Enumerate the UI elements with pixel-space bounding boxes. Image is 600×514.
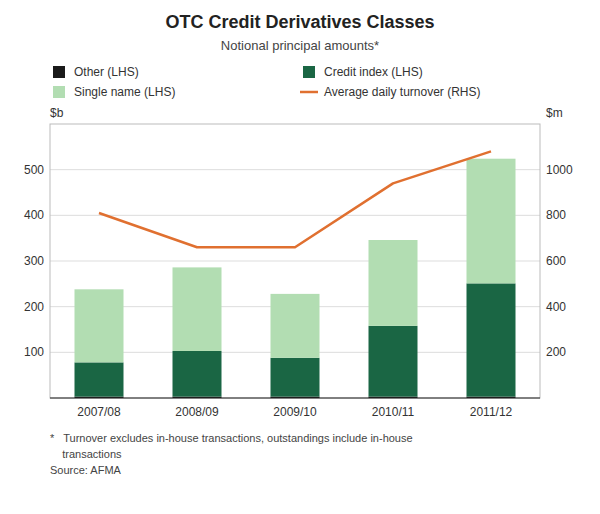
bar-segment <box>271 294 320 358</box>
legend-swatch <box>303 66 315 78</box>
bar-segment <box>369 240 418 326</box>
plot-frame <box>50 124 540 398</box>
y-tick-label: 400 <box>24 208 44 222</box>
legend-label: Credit index (LHS) <box>324 65 423 79</box>
footnote: * Turnover excludes in-house transaction… <box>50 432 413 444</box>
y2-tick-label: 600 <box>546 254 566 268</box>
y-tick-label: 500 <box>24 163 44 177</box>
x-axis-line <box>50 398 540 399</box>
bar-segment <box>467 159 516 284</box>
y-tick-label: 100 <box>24 345 44 359</box>
y2-tick-label: 200 <box>546 345 566 359</box>
y2-tick-label: 1000 <box>546 163 573 177</box>
x-tick-label: 2011/12 <box>470 405 513 419</box>
x-tick-label: 2009/10 <box>273 405 317 419</box>
chart: OTC Credit Derivatives Classes Notional p… <box>0 0 600 514</box>
x-tick-label: 2007/08 <box>77 405 121 419</box>
legend-label: Single name (LHS) <box>74 85 175 99</box>
x-tick-label: 2010/11 <box>372 405 415 419</box>
y2-axis-label: $m <box>546 106 563 120</box>
bar-segment <box>75 362 124 396</box>
subtitle: Notional principal amounts* <box>221 38 379 53</box>
footnote: Source: AFMA <box>50 464 122 476</box>
legend-swatch <box>53 86 65 98</box>
bar-segment <box>271 358 320 397</box>
plot-area <box>75 151 516 398</box>
y-tick-label: 300 <box>24 254 44 268</box>
legend-swatch <box>300 91 318 94</box>
y-axis-label: $b <box>50 106 64 120</box>
y-tick-label: 200 <box>24 300 44 314</box>
y2-tick-label: 800 <box>546 208 566 222</box>
bar-segment <box>369 326 418 397</box>
legend-label: Other (LHS) <box>74 65 139 79</box>
bar-segment <box>467 283 516 396</box>
line <box>99 151 491 247</box>
legend-label: Average daily turnover (RHS) <box>324 85 481 99</box>
title: OTC Credit Derivatives Classes <box>165 12 434 32</box>
legend-swatch <box>53 66 65 78</box>
bar-segment <box>75 289 124 362</box>
footnote: transactions <box>50 448 122 460</box>
x-tick-label: 2008/09 <box>175 405 219 419</box>
y2-tick-label: 400 <box>546 300 566 314</box>
bar-segment <box>173 351 222 397</box>
bar-segment <box>173 267 222 351</box>
